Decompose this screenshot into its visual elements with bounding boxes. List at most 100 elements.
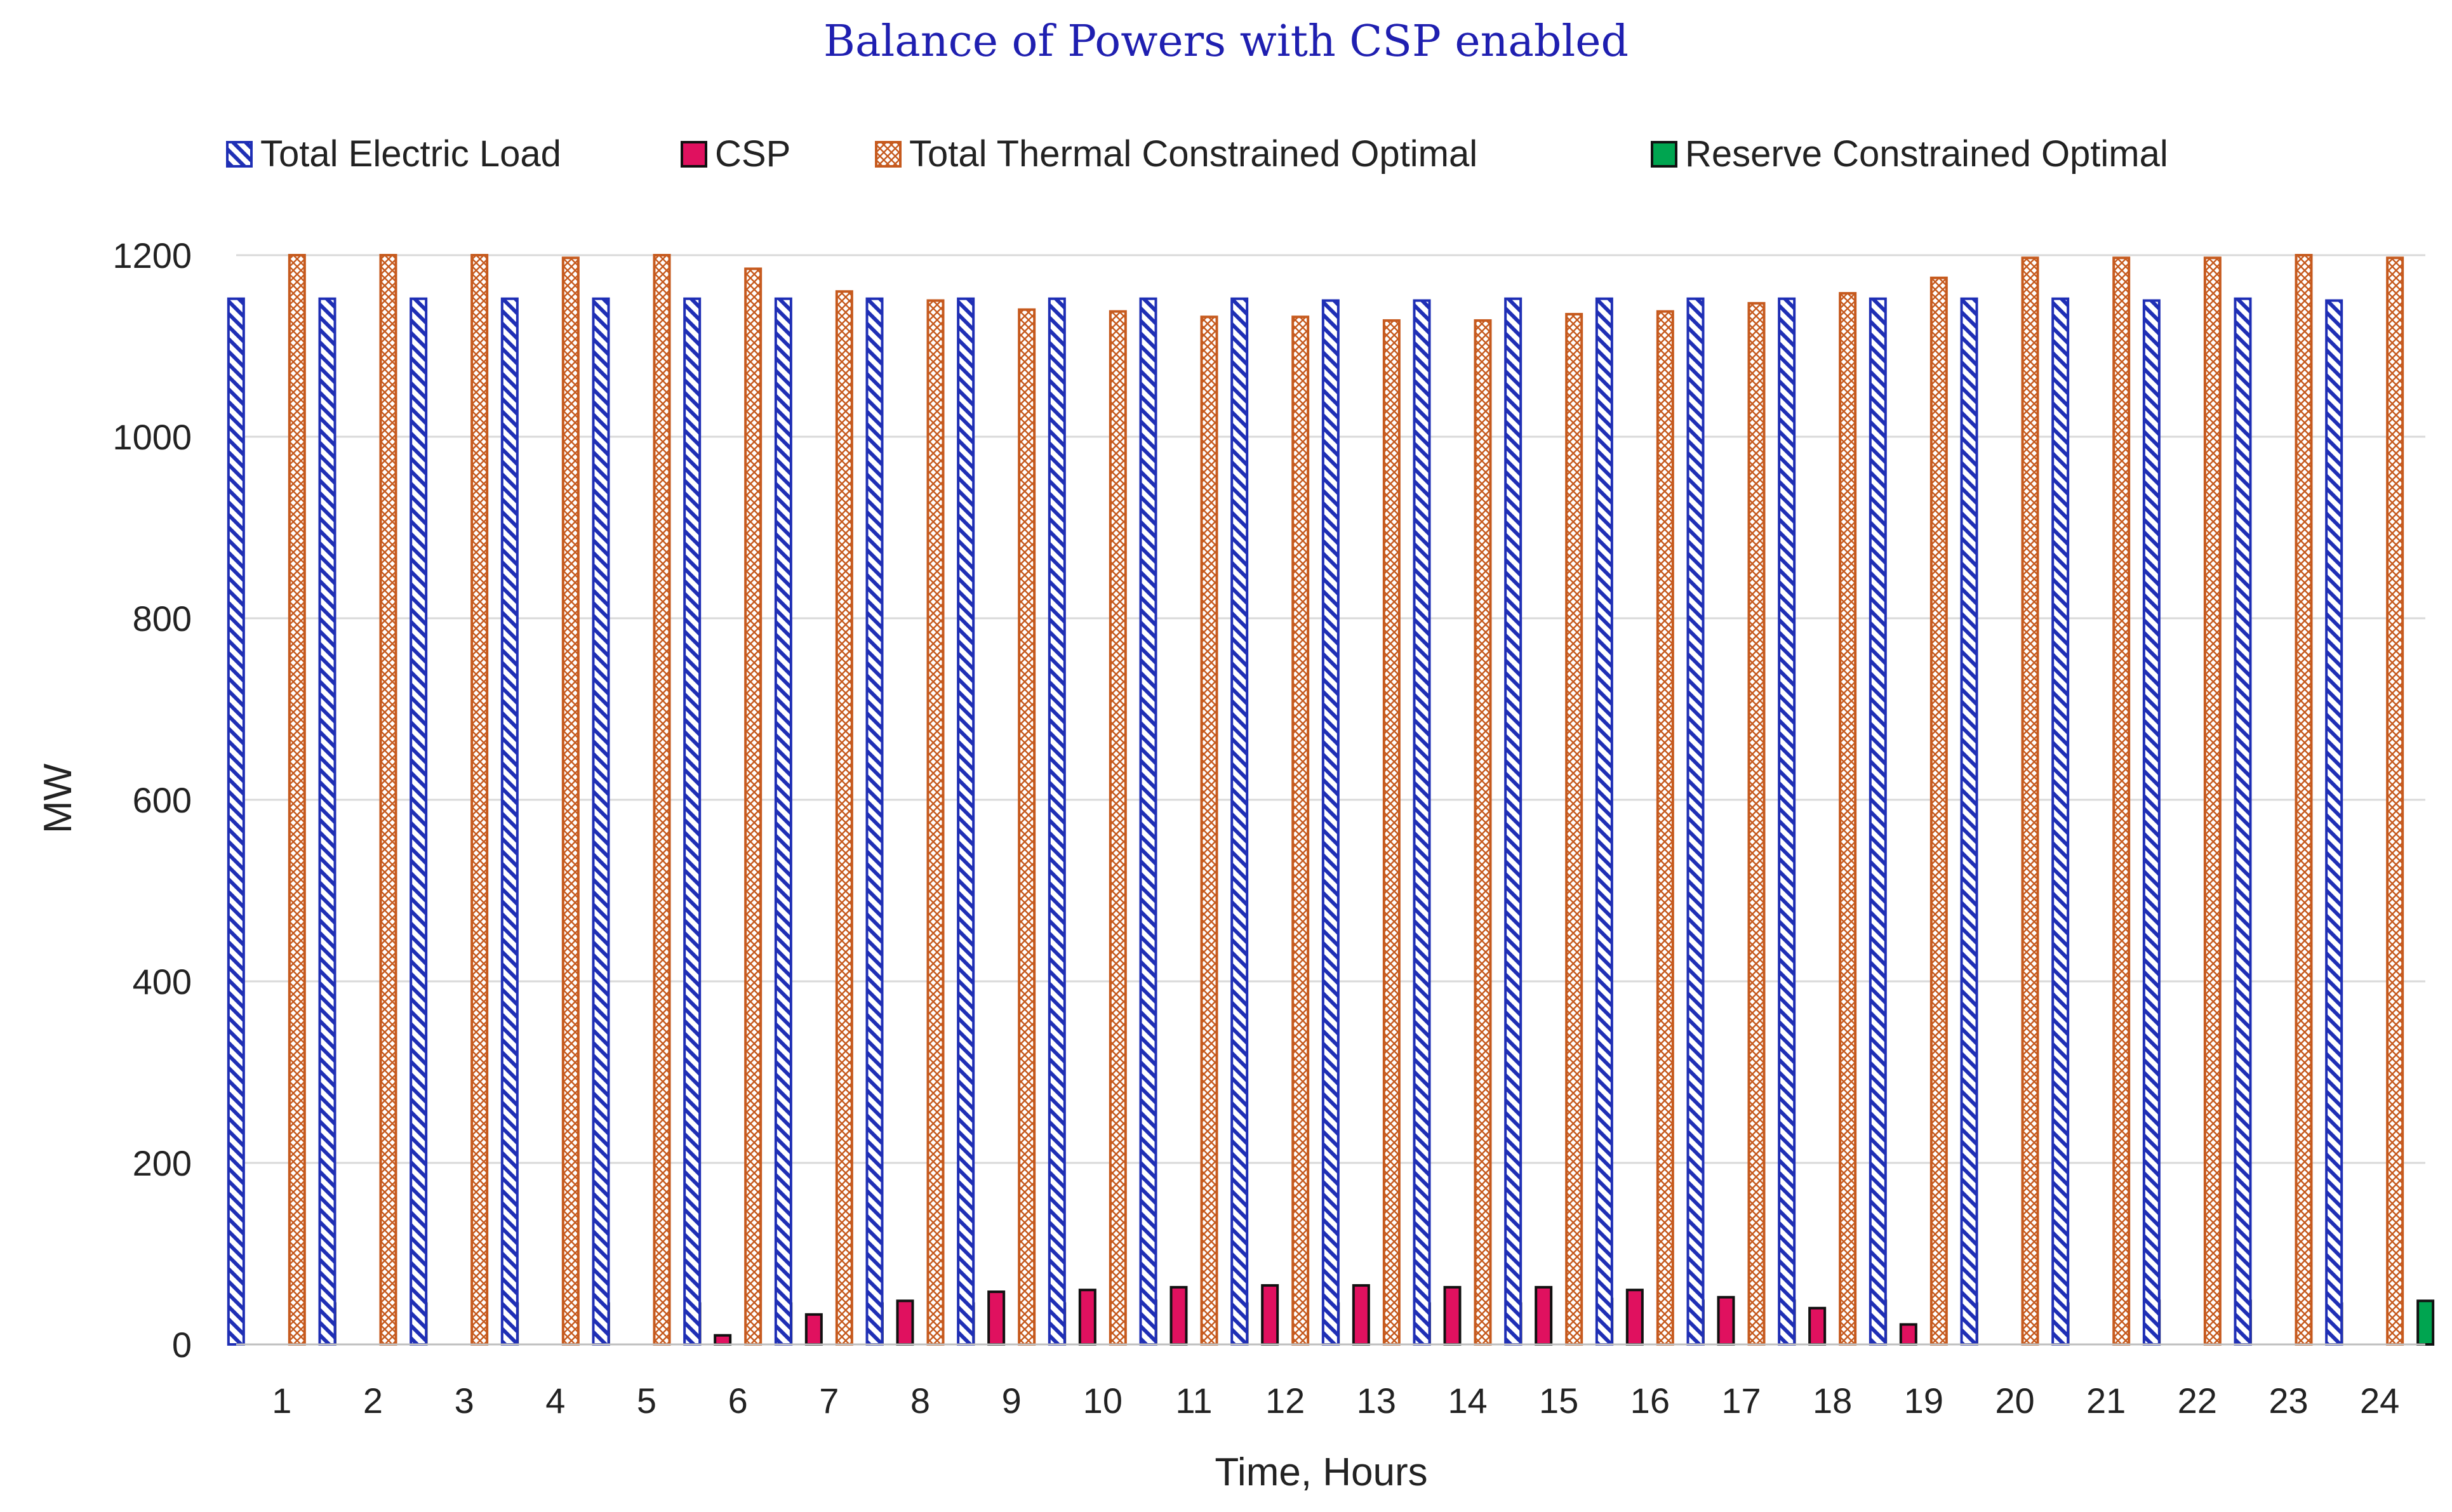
bar-csp-19 <box>1899 1323 1917 1346</box>
bar-csp-15 <box>1535 1285 1553 1346</box>
bar-total-electric-load-9 <box>957 297 975 1346</box>
bar-total-thermal-constrained-optimal-9 <box>1018 308 1036 1346</box>
bar-total-thermal-constrained-optimal-17 <box>1747 302 1766 1346</box>
bar-csp-9 <box>987 1290 1006 1346</box>
bar-total-thermal-constrained-optimal-16 <box>1656 310 1674 1346</box>
bar-total-thermal-constrained-optimal-18 <box>1839 292 1857 1346</box>
x-tick-label: 5 <box>637 1381 656 1421</box>
y-tick-label: 800 <box>133 599 192 639</box>
bar-reserve-constrained-optimal-24 <box>2416 1299 2435 1346</box>
bar-total-electric-load-6 <box>683 297 702 1346</box>
x-tick-label: 15 <box>1539 1381 1578 1421</box>
x-tick-label: 8 <box>910 1381 930 1421</box>
bar-total-electric-load-15 <box>1504 297 1523 1346</box>
x-tick-label: 24 <box>2360 1381 2399 1421</box>
x-tick-label: 19 <box>1904 1381 1943 1421</box>
bar-total-electric-load-18 <box>1778 297 1796 1346</box>
y-tick-label: 200 <box>133 1143 192 1183</box>
bar-csp-14 <box>1443 1285 1462 1346</box>
y-tick-label: 1200 <box>112 235 192 275</box>
bar-total-electric-load-2 <box>318 297 336 1346</box>
bar-total-thermal-constrained-optimal-19 <box>1929 276 1948 1346</box>
x-tick-label: 3 <box>455 1381 474 1421</box>
x-tick-label: 17 <box>1721 1381 1761 1421</box>
x-axis-label: Time, Hours <box>1215 1450 1427 1494</box>
bar-total-thermal-constrained-optimal-7 <box>835 290 853 1346</box>
legend-label: CSP <box>715 133 790 175</box>
bar-csp-8 <box>896 1299 914 1346</box>
bar-csp-12 <box>1261 1284 1279 1346</box>
bar-total-electric-load-20 <box>1960 297 1978 1346</box>
legend-item: CSP <box>681 133 790 175</box>
bar-total-thermal-constrained-optimal-15 <box>1565 312 1583 1346</box>
legend-swatch <box>1651 141 1677 168</box>
x-tick-label: 11 <box>1175 1381 1212 1421</box>
bar-csp-13 <box>1352 1284 1370 1346</box>
bar-total-electric-load-16 <box>1595 297 1613 1346</box>
chart-title: Balance of Powers with CSP enabled <box>823 17 1629 67</box>
bar-total-thermal-constrained-optimal-11 <box>1200 315 1218 1346</box>
bar-total-electric-load-7 <box>774 297 792 1346</box>
legend-label: Total Thermal Constrained Optimal <box>909 133 1477 175</box>
bar-csp-11 <box>1169 1285 1188 1346</box>
bar-total-electric-load-22 <box>2142 299 2161 1346</box>
x-tick-label: 18 <box>1813 1381 1852 1421</box>
bar-total-thermal-constrained-optimal-24 <box>2386 256 2404 1346</box>
x-tick-label: 6 <box>728 1381 748 1421</box>
bar-csp-7 <box>804 1313 823 1346</box>
x-tick-label: 12 <box>1265 1381 1305 1421</box>
bar-total-thermal-constrained-optimal-14 <box>1474 319 1492 1346</box>
bar-total-electric-load-5 <box>592 297 610 1346</box>
bar-total-electric-load-21 <box>2051 297 2070 1346</box>
x-tick-label: 1 <box>272 1381 291 1421</box>
bar-total-electric-load-24 <box>2325 299 2343 1346</box>
bar-total-thermal-constrained-optimal-13 <box>1382 319 1401 1346</box>
x-tick-label: 21 <box>2086 1381 2126 1421</box>
bar-total-thermal-constrained-optimal-21 <box>2112 256 2131 1346</box>
y-tick-label: 0 <box>172 1325 192 1365</box>
y-tick-label: 600 <box>133 780 192 820</box>
bar-total-electric-load-1 <box>227 297 245 1346</box>
legend-label: Total Electric Load <box>260 133 561 175</box>
bar-total-electric-load-3 <box>410 297 428 1346</box>
legend-swatch <box>226 141 253 168</box>
x-tick-label: 14 <box>1448 1381 1487 1421</box>
y-axis-label: MW <box>36 763 80 833</box>
legend-label: Reserve Constrained Optimal <box>1685 133 2168 175</box>
x-tick-label: 10 <box>1083 1381 1123 1421</box>
bar-csp-16 <box>1625 1289 1644 1346</box>
y-tick-label: 1000 <box>112 417 192 457</box>
x-tick-label: 7 <box>819 1381 839 1421</box>
bar-total-thermal-constrained-optimal-3 <box>470 254 489 1346</box>
bar-total-thermal-constrained-optimal-20 <box>2021 256 2039 1346</box>
legend-item: Reserve Constrained Optimal <box>1651 133 2168 175</box>
x-tick-label: 20 <box>1995 1381 2034 1421</box>
legend-item: Total Electric Load <box>226 133 561 175</box>
bar-total-electric-load-11 <box>1139 297 1157 1346</box>
bar-csp-18 <box>1808 1306 1827 1346</box>
y-tick-label: 400 <box>133 962 192 1002</box>
x-tick-label: 2 <box>363 1381 383 1421</box>
x-tick-label: 13 <box>1357 1381 1396 1421</box>
bar-csp-17 <box>1717 1296 1735 1346</box>
legend: Total Electric Load CSP Total Thermal Cons… <box>226 133 2168 175</box>
x-tick-label: 4 <box>545 1381 565 1421</box>
bar-total-thermal-constrained-optimal-4 <box>561 256 580 1346</box>
x-tick-label: 9 <box>1002 1381 1022 1421</box>
bar-total-thermal-constrained-optimal-6 <box>744 267 763 1346</box>
bar-total-electric-load-10 <box>1048 297 1066 1346</box>
bar-csp-6 <box>714 1334 732 1346</box>
legend-swatch <box>875 141 902 168</box>
bar-total-electric-load-23 <box>2234 297 2252 1346</box>
bar-total-electric-load-4 <box>500 297 519 1346</box>
bar-total-electric-load-17 <box>1686 297 1705 1346</box>
bar-total-thermal-constrained-optimal-22 <box>2203 256 2222 1346</box>
legend-item: Total Thermal Constrained Optimal <box>875 133 1477 175</box>
bar-total-electric-load-14 <box>1413 299 1431 1346</box>
bar-total-thermal-constrained-optimal-1 <box>288 254 306 1346</box>
bar-csp-10 <box>1078 1289 1096 1346</box>
x-tick-label: 22 <box>2178 1381 2217 1421</box>
